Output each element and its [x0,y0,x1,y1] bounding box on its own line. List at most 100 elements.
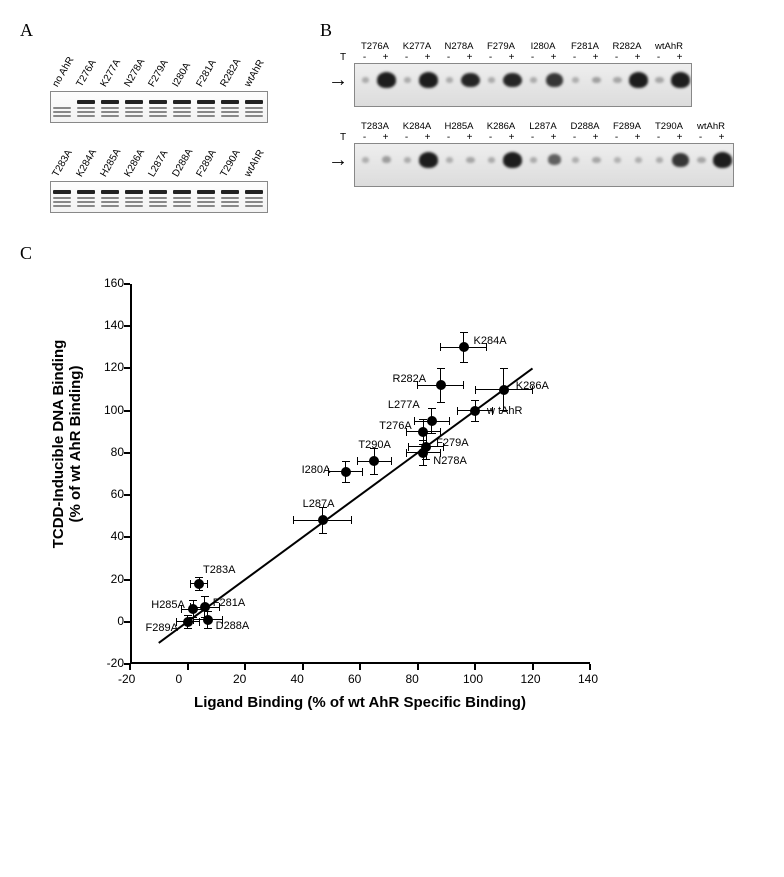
y-tick-label: -20 [96,656,124,670]
pm-label: - [354,132,375,143]
lane-label: wtAhR [242,63,264,89]
point-label: T276A [379,420,411,432]
x-tick-label: 0 [176,672,183,686]
lane-label: K286A [122,153,144,179]
lane-label: F279A [480,41,522,52]
panel-c: C TCDD-Inducible DNA Binding (% of wt Ah… [20,243,764,734]
y-tick-label: 120 [96,360,124,374]
pm-label: + [711,132,732,143]
panel-a-row2-labels: T283AK284AH285AK286AL287AD288AF289AT290A… [50,135,300,181]
pm-label: - [648,52,669,63]
x-tick-label: 60 [348,672,361,686]
lane-label: I280A [170,63,192,89]
pm-label: + [459,52,480,63]
panel-b: B T276AK277AN278AF279AI280AF281AR282AwtA… [320,20,764,213]
pm-label: - [480,52,501,63]
lane-label: T290A [648,121,690,132]
lane-label: L287A [146,153,168,179]
pm-label: + [669,52,690,63]
lane-label: F289A [194,153,216,179]
lane-label: T283A [50,153,72,179]
y-axis-title-line2: (% of wt AhR Binding) [67,284,84,604]
y-tick-label: 80 [96,445,124,459]
data-point [459,342,469,352]
x-tick-label: -20 [118,672,135,686]
pm-label: + [459,132,480,143]
pm-label: - [606,132,627,143]
arrow-icon: → [328,69,348,92]
lane-label: wtAhR [648,41,690,52]
pm-label: - [480,132,501,143]
lane-label: F279A [146,63,168,89]
lane-label: K277A [98,63,120,89]
pm-label: + [543,52,564,63]
arrow-icon: → [328,149,348,172]
panel-b-gel1 [354,63,692,107]
lane-label: I280A [522,41,564,52]
t-label: T [340,132,354,143]
point-label: H285A [151,599,185,611]
lane-label: no AhR [50,63,72,89]
pm-label: + [375,132,396,143]
pm-label: + [543,132,564,143]
data-point [436,380,446,390]
pm-label: + [669,132,690,143]
lane-label: K284A [74,153,96,179]
lane-label: K277A [396,41,438,52]
x-tick-label: 40 [291,672,304,686]
pm-label: - [396,132,417,143]
panel-b-row2-labels: T283AK284AH285AK286AL287AD288AF289AT290A… [354,121,764,132]
pm-label: + [585,52,606,63]
point-label: N278A [433,455,467,467]
lane-label: R282A [606,41,648,52]
pm-label: - [438,52,459,63]
panel-a-gel2 [50,181,268,213]
lane-label: T276A [354,41,396,52]
lane-label: L287A [522,121,564,132]
scatter-chart: -20020406080100120140-200204060801001201… [130,284,590,664]
panel-c-label: C [20,243,764,264]
point-label: R282A [393,373,427,385]
data-point [183,617,193,627]
pm-label: + [627,52,648,63]
pm-label: - [564,132,585,143]
lane-label: F281A [194,63,216,89]
x-tick-label: 100 [463,672,483,686]
x-tick-label: 140 [578,672,598,686]
panel-a: A no AhRT276AK277AN278AF279AI280AF281AR2… [20,20,300,213]
pm-label: + [417,132,438,143]
data-point [203,615,213,625]
lane-label: D288A [170,153,192,179]
pm-label: + [375,52,396,63]
data-point [341,467,351,477]
lane-label: F289A [606,121,648,132]
data-point [470,406,480,416]
lane-label: K286A [480,121,522,132]
chart-wrap: TCDD-Inducible DNA Binding (% of wt AhR … [100,284,764,734]
panel-b-row1-labels: T276AK277AN278AF279AI280AF281AR282AwtAhR [354,41,764,52]
point-label: F279A [436,437,468,449]
lane-label: N278A [122,63,144,89]
pm-label: - [522,132,543,143]
lane-label: D288A [564,121,606,132]
y-tick-label: 100 [96,403,124,417]
panel-b-row2-trow: T -+-+-+-+-+-+-+-+-+ [340,132,764,143]
panel-b-row1-trow: T -+-+-+-+-+-+-+-+ [340,52,764,63]
pm-label: - [648,132,669,143]
point-label: F281A [213,597,245,609]
lane-label: H285A [98,153,120,179]
lane-label: F281A [564,41,606,52]
point-label: K286A [516,380,549,392]
y-axis-title: TCDD-Inducible DNA Binding (% of wt AhR … [50,284,84,604]
top-row: A no AhRT276AK277AN278AF279AI280AF281AR2… [20,20,764,213]
panel-a-row1-labels: no AhRT276AK277AN278AF279AI280AF281AR282… [50,45,300,91]
pm-label: + [585,132,606,143]
point-label: F289A [146,622,178,634]
y-tick-label: 160 [96,276,124,290]
pm-label: + [627,132,648,143]
t-label: T [340,52,354,63]
point-label: L277A [388,399,420,411]
lane-label: wtAhR [242,153,264,179]
pm-label: - [606,52,627,63]
x-tick-label: 80 [406,672,419,686]
